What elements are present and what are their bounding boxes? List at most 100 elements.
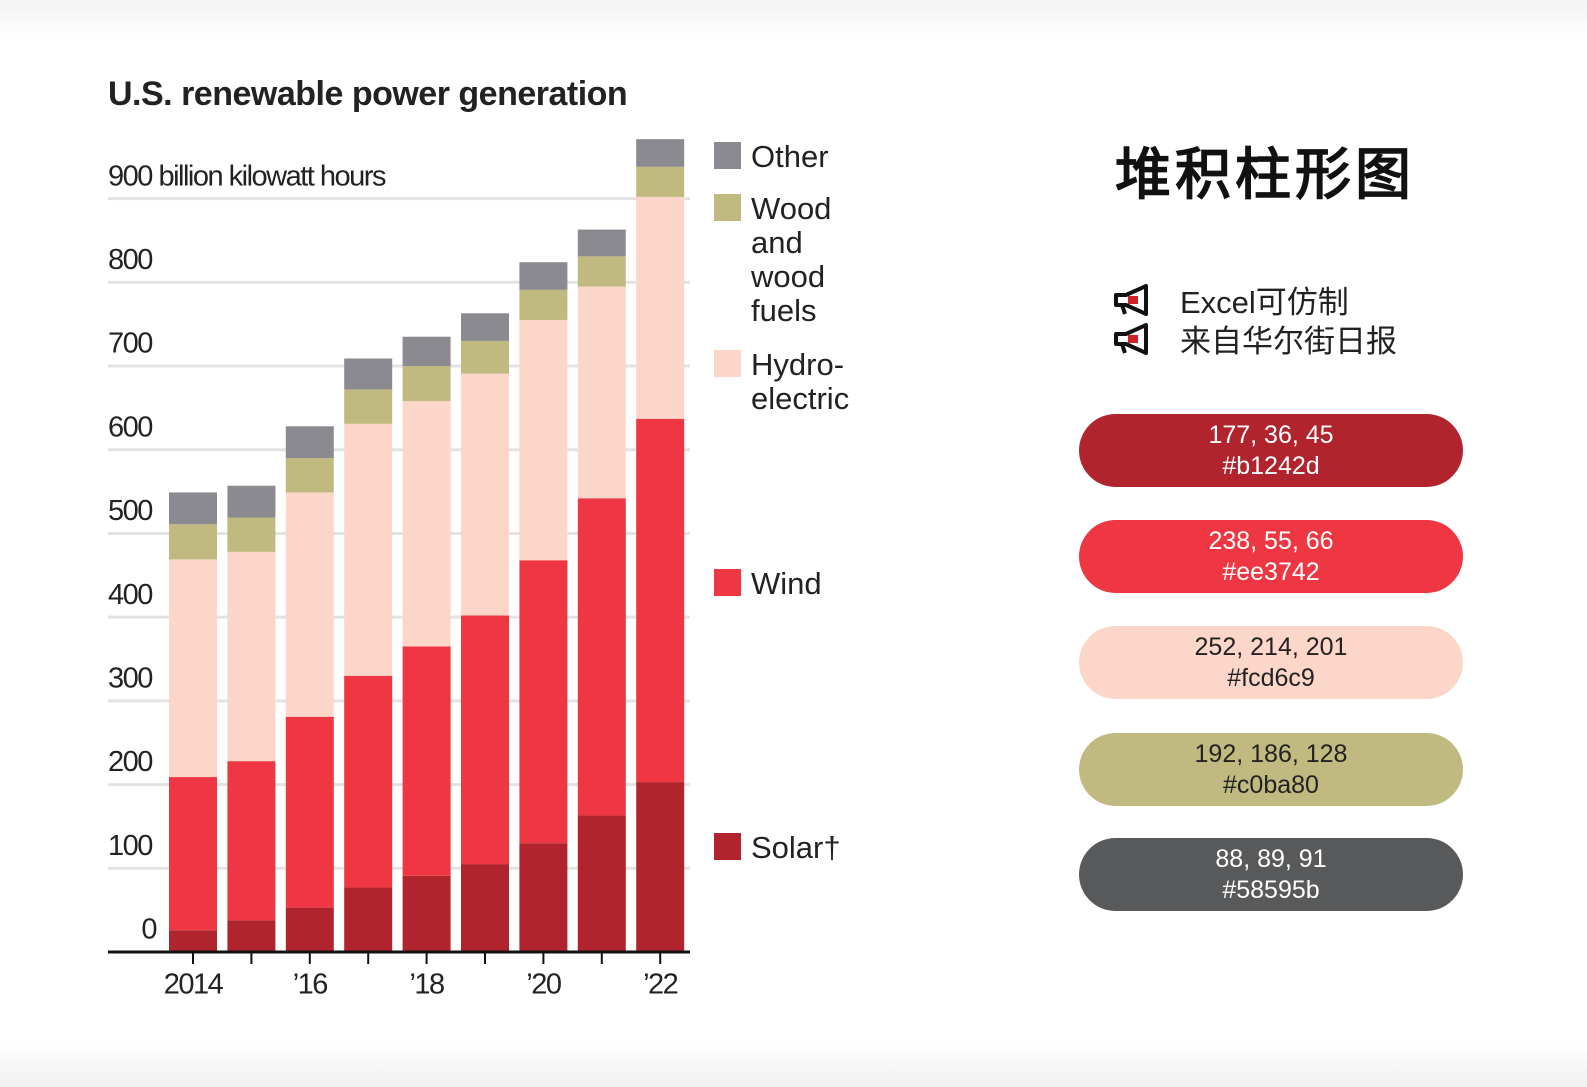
bar-segment xyxy=(577,256,626,287)
bar-segment xyxy=(169,777,217,931)
bar-segment xyxy=(402,401,451,647)
legend-label: Wood and wood fuels xyxy=(751,191,832,328)
legend-label: Hydro-electric xyxy=(751,347,850,416)
bar-segment xyxy=(577,229,626,257)
bar-segment xyxy=(636,196,685,419)
bar-segment xyxy=(227,920,276,952)
legend-swatch xyxy=(714,569,741,596)
bar-segment xyxy=(169,492,217,525)
legend-label: Wind xyxy=(751,566,822,601)
note-text: 来自华尔街日报 xyxy=(1180,324,1397,359)
note: Excel可仿制 xyxy=(1112,277,1349,322)
legend-swatch xyxy=(714,142,741,169)
legend-item: Wood and wood fuels xyxy=(714,192,861,328)
legend-label: Solar† xyxy=(751,830,841,865)
bar-segment xyxy=(227,485,276,518)
chart: U.S. renewable power generation 0 100 200 3… xyxy=(108,75,690,1001)
bar-segment xyxy=(519,289,568,320)
bar-segment xyxy=(461,373,509,616)
bar-segment xyxy=(169,559,217,778)
swatch-hex: #b1242d xyxy=(1222,451,1320,480)
y-tick-label: 500 xyxy=(108,495,152,527)
swatch-rgb: 238, 55, 66 xyxy=(1208,526,1334,555)
bar-segment xyxy=(577,498,626,816)
bar-segment xyxy=(402,646,451,876)
legend-swatch xyxy=(714,350,741,377)
x-tick-label: ’16 xyxy=(293,969,328,1001)
bar-segment xyxy=(344,358,393,390)
color-swatch: 192, 186, 128 #c0ba80 xyxy=(1079,733,1463,806)
y-tick-label: 800 xyxy=(108,244,152,276)
bar-segment xyxy=(461,864,509,952)
x-tick-label: 2014 xyxy=(164,969,224,1001)
legend-swatch xyxy=(714,194,741,221)
bar-segment xyxy=(636,166,685,197)
swatch-hex: #58595b xyxy=(1222,875,1320,904)
megaphone-icon xyxy=(1114,322,1148,355)
bar-segment xyxy=(519,262,568,290)
y-tick-label: 700 xyxy=(108,328,152,360)
bar-segment xyxy=(402,875,451,952)
swatch-rgb: 88, 89, 91 xyxy=(1215,844,1327,873)
bar-segment xyxy=(461,340,509,374)
swatch-hex: #c0ba80 xyxy=(1223,770,1319,799)
chart-title: U.S. renewable power generation xyxy=(108,75,627,113)
bar-segment xyxy=(169,930,217,952)
bar-segment xyxy=(285,492,334,717)
bar-segment xyxy=(519,843,568,952)
bar-segment xyxy=(169,524,217,560)
y-tick-label: 900 billion kilowatt hours xyxy=(108,160,386,192)
bar-segment xyxy=(227,551,276,762)
bar-segment xyxy=(577,815,626,952)
bar-segment xyxy=(519,319,568,561)
bar-segment xyxy=(461,313,509,341)
swatch-rgb: 177, 36, 45 xyxy=(1208,420,1334,449)
bar-segment xyxy=(344,887,393,952)
swatch-hex: #ee3742 xyxy=(1222,557,1320,586)
legend-item: Hydro-electric xyxy=(714,348,861,416)
bar-segment xyxy=(402,366,451,402)
x-tick-label: ’20 xyxy=(526,969,561,1001)
legend-label: Other xyxy=(751,139,829,174)
megaphone-icon xyxy=(1114,283,1148,316)
swatch-rgb: 252, 214, 201 xyxy=(1194,632,1348,661)
bar-segment xyxy=(636,139,685,167)
color-swatch: 238, 55, 66 #ee3742 xyxy=(1079,520,1463,593)
bar-segment xyxy=(285,426,334,459)
bar-segment xyxy=(461,615,509,865)
bar-segment xyxy=(227,517,276,552)
y-tick-label: 600 xyxy=(108,411,152,443)
color-swatch: 177, 36, 45 #b1242d xyxy=(1079,414,1463,487)
swatch-hex: #fcd6c9 xyxy=(1227,663,1315,692)
bar-segment xyxy=(636,782,685,952)
bar-segment xyxy=(344,389,393,424)
bar-segment xyxy=(402,336,451,367)
color-swatch: 252, 214, 201 #fcd6c9 xyxy=(1079,626,1463,699)
legend-item: Solar† xyxy=(714,831,861,865)
y-tick-label: 300 xyxy=(108,663,152,695)
swatch-rgb: 192, 186, 128 xyxy=(1194,739,1348,768)
color-swatch: 88, 89, 91 #58595b xyxy=(1079,838,1463,911)
bar-segment xyxy=(519,560,568,844)
note-text: Excel可仿制 xyxy=(1180,285,1349,320)
bar-segment xyxy=(636,418,685,783)
legend-swatch xyxy=(714,833,741,860)
y-tick-label: 200 xyxy=(108,746,152,778)
y-tick-label: 400 xyxy=(108,579,152,611)
bar-segment xyxy=(285,716,334,908)
note: 来自华尔街日报 xyxy=(1112,316,1397,361)
x-tick-label: ’18 xyxy=(409,969,444,1001)
bar-segment xyxy=(285,458,334,493)
y-tick-label: 100 xyxy=(108,830,152,862)
legend-item: Other xyxy=(714,140,861,174)
bar-segment xyxy=(344,675,393,888)
bar-segment xyxy=(227,761,276,921)
bar-segment xyxy=(577,286,626,499)
x-tick-label: ’22 xyxy=(643,969,678,1001)
legend-item: Wind xyxy=(714,567,861,601)
y-tick-label: 0 xyxy=(141,914,156,946)
panel-title: 堆积柱形图 xyxy=(1115,143,1415,206)
bar-segment xyxy=(344,423,393,676)
bar-segment xyxy=(285,907,334,952)
